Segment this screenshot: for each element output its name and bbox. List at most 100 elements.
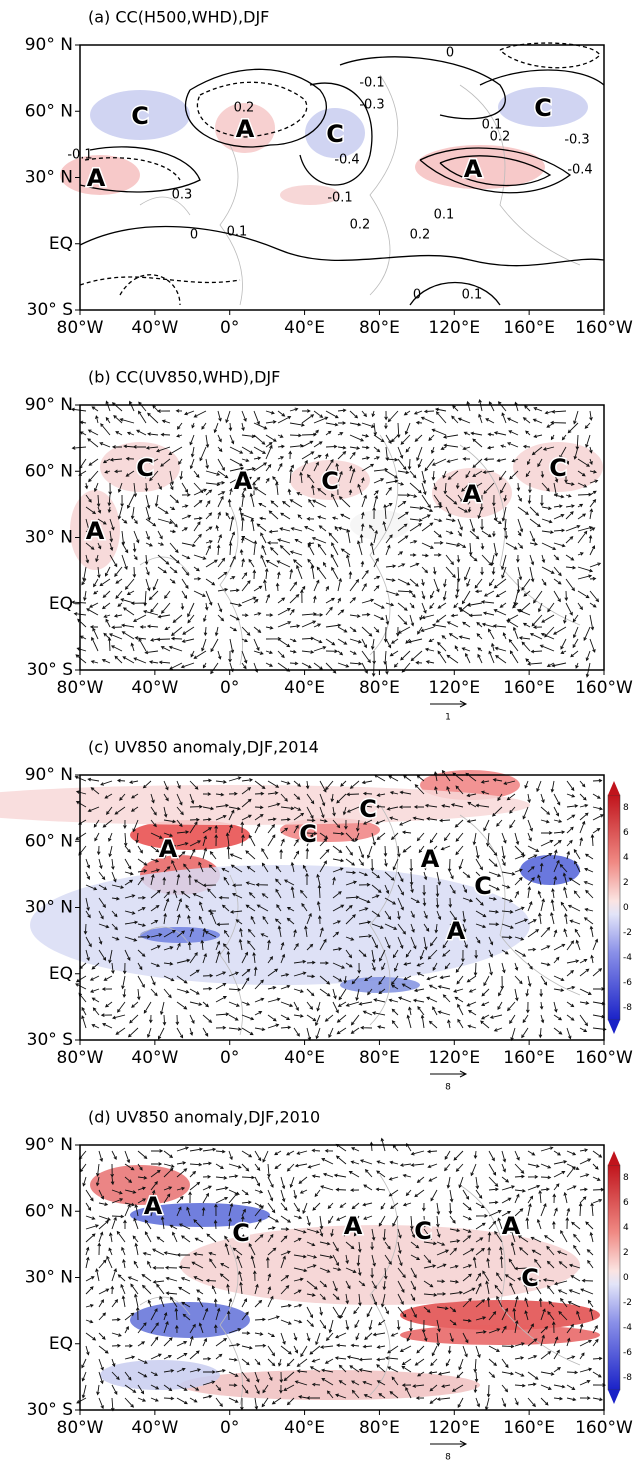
colorbar-cap (608, 781, 620, 795)
lat-label: EQ (49, 1334, 73, 1354)
contour (119, 274, 181, 306)
annotation: C (131, 102, 149, 130)
contour-label: 0 (413, 288, 421, 303)
map-background (80, 405, 604, 670)
contour (479, 69, 605, 86)
colorbar-tick-label: 2 (623, 878, 629, 888)
reference-arrow (430, 700, 468, 708)
annotation: A (144, 1192, 163, 1220)
shading (180, 1370, 480, 1400)
shading (90, 90, 190, 140)
lat-label: 30° N (25, 1268, 73, 1288)
colorbar-cap (608, 1390, 620, 1404)
annotation: A (159, 835, 178, 863)
lon-label: 40°W (131, 318, 178, 338)
reference-arrow (430, 1440, 468, 1448)
contour (79, 146, 201, 193)
annotation: C (521, 1264, 539, 1292)
shading (100, 442, 180, 492)
lat-label: 60° N (25, 461, 73, 481)
shading (280, 185, 340, 205)
colorbar-tick-label: -2 (623, 928, 632, 938)
lon-label: 0° (220, 318, 239, 338)
contour (79, 225, 605, 267)
lat-label: 90° N (25, 765, 73, 785)
contour (84, 157, 181, 181)
lon-label: 40°E (284, 678, 325, 698)
reference-label: 1 (445, 713, 451, 723)
annotation: A (464, 155, 483, 183)
lon-label: 80°W (57, 678, 104, 698)
lon-label: 40°E (284, 1418, 325, 1438)
panel-title: (a) CC(H500,WHD),DJF (88, 8, 269, 27)
annotation: A (87, 164, 106, 192)
coastline (139, 74, 581, 306)
annotation: C (326, 120, 344, 148)
colorbar-tick-label: 0 (623, 1273, 629, 1283)
lat-label: EQ (49, 594, 73, 614)
annotation: C (474, 872, 492, 900)
contour-label: -0.3 (564, 133, 589, 148)
colorbar-cap (608, 1151, 620, 1165)
lon-label: 40°E (284, 318, 325, 338)
lat-label: 60° N (25, 831, 73, 851)
annotation: C (299, 820, 317, 848)
lat-label: 90° N (25, 1135, 73, 1155)
colorbar-tick-label: -4 (623, 1323, 632, 1333)
contour-label: -0.4 (567, 163, 592, 178)
shading (340, 977, 420, 993)
panel-title: (d) UV850 anomaly,DJF,2010 (88, 1108, 320, 1127)
annotation: A (463, 480, 482, 508)
lon-label: 80°E (359, 678, 400, 698)
lat-label: EQ (49, 234, 73, 254)
shading (350, 510, 410, 540)
lon-label: 80°E (359, 1418, 400, 1438)
lon-label: 160°E (503, 318, 555, 338)
lon-label: 80°E (359, 318, 400, 338)
contour (79, 276, 241, 286)
lon-label: 0° (220, 678, 239, 698)
lon-label: 160°W (575, 1048, 633, 1068)
annotation: A (236, 115, 255, 143)
contour-label: -0.1 (327, 191, 352, 206)
contour (299, 82, 373, 186)
contour (184, 68, 327, 148)
annotation: A (344, 1212, 363, 1240)
contour (196, 81, 308, 138)
shading (498, 87, 588, 127)
shading (130, 1203, 270, 1227)
contour-label: 0.2 (350, 218, 371, 233)
contour-label: 0 (190, 228, 198, 243)
panel-title: (b) CC(UV850,WHD),DJF (88, 368, 280, 387)
coastline (139, 1174, 581, 1406)
shading (70, 490, 120, 570)
colorbar-tick-label: -4 (623, 953, 632, 963)
colorbar-tick-label: -6 (623, 1348, 632, 1358)
lon-label: 160°E (503, 1048, 555, 1068)
shading (100, 1360, 220, 1390)
lon-label: 120°E (428, 1048, 480, 1068)
lat-label: 60° N (25, 1201, 73, 1221)
annotation: C (321, 467, 339, 495)
lon-label: 80°W (57, 1418, 104, 1438)
colorbar-tick-label: 6 (623, 1198, 629, 1208)
annotation: A (502, 1212, 521, 1240)
colorbar-tick-label: 4 (623, 853, 629, 863)
lat-label: 30° N (25, 898, 73, 918)
shading (400, 1325, 600, 1345)
lon-label: 80°E (359, 1048, 400, 1068)
lon-label: 80°W (57, 1048, 104, 1068)
lon-label: 160°W (575, 678, 633, 698)
colorbar-tick-label: 2 (623, 1248, 629, 1258)
contour (439, 155, 552, 187)
annotation: A (421, 845, 440, 873)
shading (305, 108, 365, 158)
lon-label: 160°E (503, 678, 555, 698)
lat-label: 30° S (27, 1400, 73, 1420)
wind-vectors (76, 1137, 607, 1412)
contour (339, 56, 506, 120)
lon-label: 160°W (575, 318, 633, 338)
annotation: C (136, 454, 154, 482)
contour-label: 0.1 (462, 288, 483, 303)
